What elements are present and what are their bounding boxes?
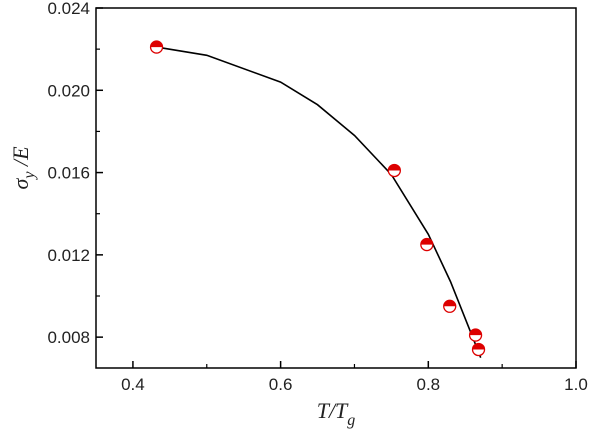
fit-curve-layer (156, 46, 482, 358)
y-axis-title-tail: /E (8, 146, 33, 172)
x-axis-title-main: T/T (317, 398, 349, 423)
y-axis-title-sub: y (21, 171, 38, 181)
x-tick-label: 0.4 (121, 375, 145, 394)
y-tick-label: 0.016 (47, 164, 90, 183)
y-tick-label: 0.012 (47, 246, 90, 265)
data-point-half-fill (420, 238, 433, 245)
data-point (420, 237, 434, 252)
x-axis-title-sub: g (347, 412, 355, 429)
x-tick-label: 1.0 (564, 375, 588, 394)
data-point-half-fill (388, 164, 401, 171)
x-axis-title: T/Tg (317, 398, 356, 429)
x-axis: 0.4 0.6 0.8 1.0 (121, 361, 588, 394)
y-tick-label: 0.020 (47, 81, 90, 100)
y-tick-label: 0.024 (47, 0, 90, 18)
data-point (471, 342, 486, 357)
y-axis-title-main: σ (8, 178, 33, 190)
data-point (387, 163, 401, 178)
data-point-half-fill (472, 343, 485, 350)
data-point-half-fill (469, 329, 482, 336)
y-axis-title: σy /E (8, 146, 38, 190)
y-axis: 0.008 0.012 0.016 0.020 0.024 (47, 0, 103, 347)
data-point (443, 299, 457, 313)
fit-curve (156, 46, 482, 358)
data-point (468, 328, 483, 342)
data-point (149, 40, 164, 54)
data-point-half-fill (150, 41, 163, 48)
x-tick-label: 0.8 (416, 375, 440, 394)
data-point-half-fill (443, 300, 456, 307)
plot-frame (95, 7, 577, 369)
y-tick-label: 0.008 (47, 328, 90, 347)
data-points-layer (149, 40, 486, 357)
x-tick-label: 0.6 (269, 375, 293, 394)
